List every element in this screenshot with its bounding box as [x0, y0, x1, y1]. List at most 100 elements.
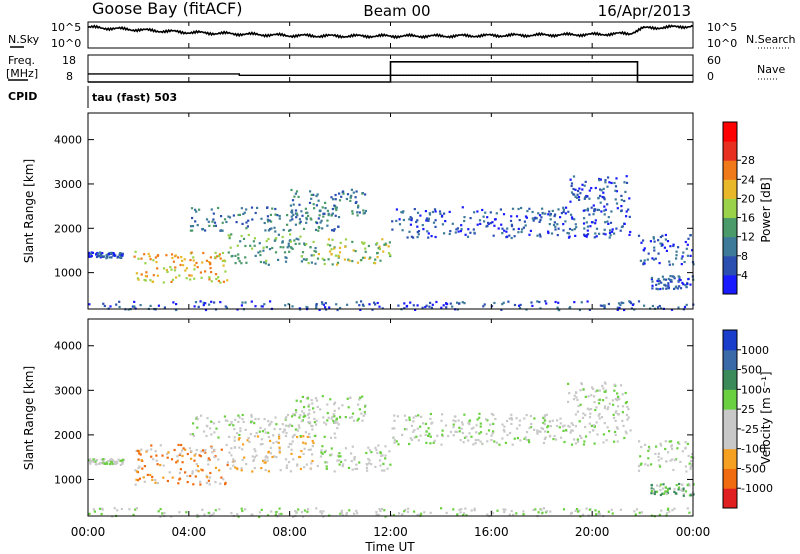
- heatmap-cell: [619, 384, 623, 387]
- heatmap-cell: [218, 508, 221, 511]
- heatmap-cell: [407, 507, 410, 510]
- heatmap-cell: [374, 465, 377, 468]
- heatmap-cell: [451, 305, 454, 308]
- heatmap-cell: [429, 301, 432, 304]
- heatmap-cell: [286, 214, 289, 217]
- heatmap-cell: [568, 425, 571, 428]
- heatmap-cell: [675, 285, 678, 288]
- heatmap-cell: [355, 463, 358, 466]
- heatmap-cell: [284, 256, 287, 259]
- heatmap-cell: [241, 301, 244, 304]
- heatmap-cell: [589, 225, 592, 228]
- heatmap-cell: [301, 214, 304, 217]
- heatmap-cell: [204, 449, 207, 452]
- heatmap-cell: [353, 458, 356, 461]
- noise-right-tick-bottom: 10^0: [707, 37, 737, 50]
- heatmap-cell: [312, 441, 315, 445]
- heatmap-cell: [183, 258, 186, 261]
- heatmap-cell: [301, 251, 305, 254]
- heatmap-cell: [292, 515, 295, 519]
- heatmap-cell: [335, 208, 338, 212]
- heatmap-cell: [209, 267, 212, 270]
- heatmap-cell: [259, 250, 262, 253]
- heatmap-cell: [586, 300, 589, 303]
- heatmap-cell: [689, 466, 692, 469]
- heatmap-cell: [356, 467, 359, 470]
- heatmap-cell: [616, 306, 619, 309]
- heatmap-cell: [354, 250, 357, 253]
- heatmap-cell: [255, 432, 258, 435]
- heatmap-cell: [493, 440, 496, 443]
- heatmap-cell: [556, 234, 559, 237]
- heatmap-cell: [264, 229, 267, 232]
- heatmap-cell: [522, 510, 525, 513]
- heatmap-cell: [689, 459, 692, 463]
- heatmap-cell: [345, 512, 348, 515]
- heatmap-cell: [100, 458, 103, 461]
- heatmap-cell: [155, 261, 158, 264]
- heatmap-cell: [530, 301, 533, 304]
- heatmap-cell: [333, 247, 336, 250]
- heatmap-cell: [363, 412, 367, 415]
- heatmap-cell: [661, 487, 664, 490]
- heatmap-cell: [240, 304, 243, 307]
- heatmap-cell: [148, 255, 151, 258]
- heatmap-cell: [159, 463, 162, 467]
- heatmap-cell: [146, 473, 149, 476]
- heatmap-cell: [306, 306, 309, 309]
- heatmap-cell: [540, 427, 543, 430]
- heatmap-cell: [119, 253, 122, 257]
- heatmap-cell: [405, 305, 408, 308]
- heatmap-cell: [510, 223, 513, 226]
- heatmap-cell: [149, 258, 152, 261]
- heatmap-cell: [278, 434, 281, 438]
- heatmap-cell: [92, 508, 95, 511]
- heatmap-cell: [653, 491, 656, 494]
- heatmap-cell: [689, 283, 692, 286]
- heatmap-cell: [688, 462, 691, 465]
- heatmap-cell: [357, 206, 360, 209]
- heatmap-cell: [275, 440, 278, 443]
- heatmap-cell: [203, 450, 206, 453]
- heatmap-cell: [296, 435, 299, 439]
- heatmap-cell: [181, 259, 184, 262]
- heatmap-cell: [393, 427, 396, 430]
- nave-series-line: [88, 61, 693, 83]
- heatmap-cell: [603, 209, 606, 212]
- heatmap-cell: [503, 229, 506, 232]
- heatmap-cell: [199, 480, 202, 483]
- heatmap-cell: [530, 426, 533, 429]
- heatmap-cell: [331, 263, 334, 266]
- heatmap-cell: [178, 453, 181, 457]
- heatmap-cell: [332, 229, 335, 232]
- heatmap-cell: [592, 429, 595, 432]
- heatmap-cell: [246, 225, 249, 228]
- heatmap-cell: [203, 430, 206, 433]
- heatmap-cell: [425, 217, 428, 221]
- heatmap-cell: [495, 212, 498, 215]
- heatmap-cell: [665, 460, 668, 463]
- heatmap-cell: [214, 224, 217, 227]
- heatmap-cell: [170, 515, 173, 518]
- heatmap-cell: [684, 465, 687, 468]
- heatmap-cell: [263, 461, 266, 464]
- heatmap-cell: [308, 436, 311, 439]
- heatmap-cell: [298, 416, 301, 419]
- heatmap-cell: [354, 467, 357, 470]
- heatmap-cell: [313, 421, 316, 424]
- heatmap-cell: [435, 300, 438, 304]
- heatmap-cell: [533, 217, 536, 220]
- heatmap-cell: [673, 277, 676, 280]
- heatmap-cell: [571, 429, 574, 432]
- heatmap-cell: [597, 414, 600, 417]
- heatmap-cell: [323, 262, 326, 266]
- heatmap-cell: [461, 206, 464, 209]
- heatmap-cell: [311, 428, 314, 431]
- heatmap-cell: [390, 514, 393, 517]
- heatmap-cell: [245, 227, 248, 230]
- heatmap-cell: [209, 256, 212, 259]
- heatmap-cell: [598, 232, 601, 235]
- heatmap-cell: [684, 447, 687, 450]
- heatmap-cell: [215, 255, 219, 258]
- heatmap-cell: [623, 222, 626, 225]
